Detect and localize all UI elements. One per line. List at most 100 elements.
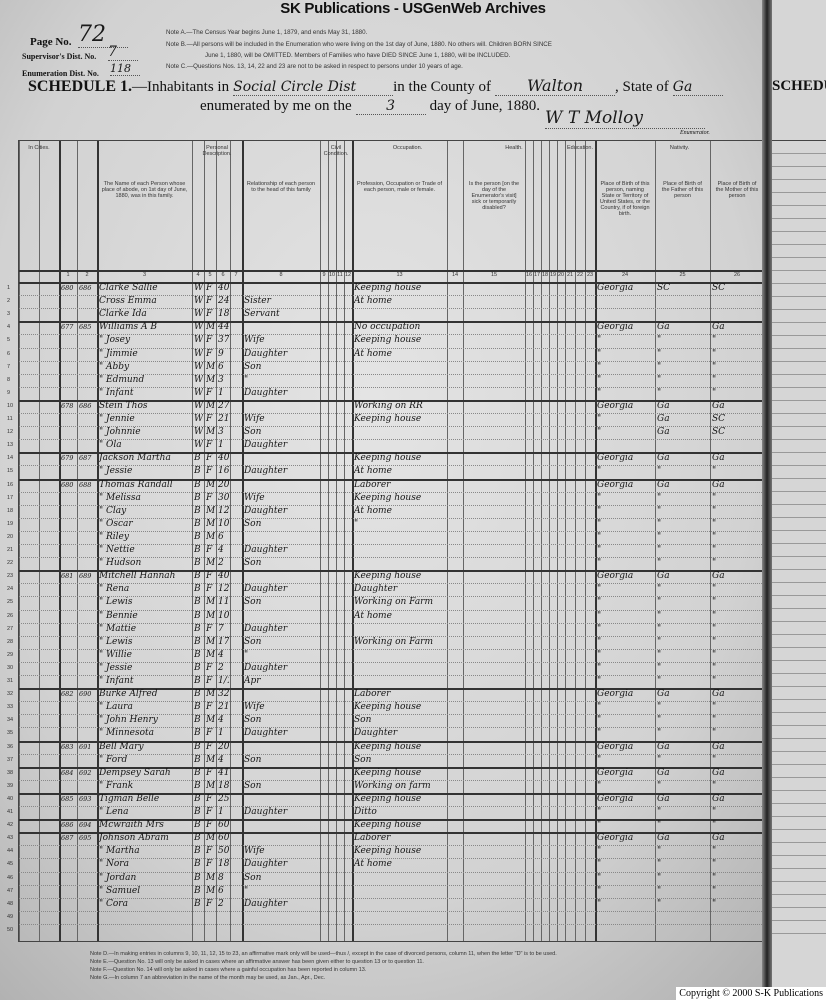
cell-sex: M — [206, 505, 215, 516]
line-number: 35 — [7, 730, 14, 737]
cell-age: 18 — [218, 859, 229, 870]
enumerated-line: enumerated by me on the 3 day of June, 1… — [200, 97, 540, 115]
cell-father-birth: " — [657, 597, 662, 608]
cell-birthplace: " — [597, 374, 602, 385]
cell-name: " Melissa — [99, 492, 141, 503]
cell-relationship: Daughter — [244, 584, 288, 595]
cell-sex: M — [206, 780, 215, 791]
cell-occupation: Keeping house — [354, 793, 422, 804]
column-number: 16 — [525, 272, 533, 278]
cell-age: 32 — [218, 689, 229, 700]
cell-sex: F — [206, 571, 213, 582]
day-text: day of June, 1880. — [429, 98, 541, 114]
note-a: Note A.—The Census Year begins June 1, 1… — [166, 29, 368, 36]
cell-color: W — [194, 335, 203, 346]
cell-mother-birth: " — [712, 728, 717, 739]
row-divider — [19, 530, 764, 532]
cell-color: B — [194, 597, 201, 608]
line-number: 45 — [7, 861, 14, 868]
cell-color: B — [194, 885, 201, 896]
cell-color: B — [194, 846, 201, 857]
page-no: 72 — [78, 22, 128, 48]
cell-birthplace: " — [597, 361, 602, 372]
column-divider — [336, 141, 337, 941]
row-divider — [19, 583, 764, 585]
cell-sex: M — [206, 361, 215, 372]
column-divider — [710, 141, 711, 941]
column-divider — [655, 141, 656, 941]
cell-color: W — [194, 400, 203, 411]
footnote-d: Note D.—In making entries in columns 9, … — [90, 951, 557, 957]
copyright-notice: Copyright © 2000 S-K Publications — [676, 987, 826, 1000]
column-divider — [320, 141, 321, 941]
cell-mother-birth: " — [712, 885, 717, 896]
cell-father-birth: " — [657, 361, 662, 372]
cell-sex: F — [206, 387, 213, 398]
line-number: 12 — [7, 429, 14, 436]
cell-age: 12 — [218, 505, 229, 516]
cell-birthplace: Georgia — [597, 793, 634, 804]
cell-color: B — [194, 492, 201, 503]
cell-sex: M — [206, 885, 215, 896]
cell-name: " Samuel — [99, 885, 141, 896]
cell-color: W — [194, 309, 203, 320]
cell-father-birth: " — [657, 348, 662, 359]
cell-family: 687 — [79, 454, 92, 463]
column-divider — [77, 141, 78, 941]
enumeration-no: 118 — [110, 62, 140, 76]
cell-mother-birth: " — [712, 361, 717, 372]
column-divider — [59, 141, 61, 941]
cell-birthplace: " — [597, 414, 602, 424]
cell-father-birth: " — [657, 872, 662, 883]
line-number: 24 — [7, 586, 14, 593]
cell-sex: F — [206, 728, 213, 739]
cell-birthplace: " — [597, 558, 602, 569]
cell-color: W — [194, 296, 203, 307]
row-divider — [19, 845, 764, 847]
cell-name: " Minnesota — [99, 728, 155, 739]
cell-name: " Jessie — [99, 466, 133, 477]
row-divider — [19, 766, 764, 769]
cell-sex: M — [206, 689, 215, 700]
cell-occupation: Keeping house — [354, 571, 422, 582]
cell-name: " Clay — [99, 505, 127, 516]
cell-age: 4 — [218, 545, 224, 555]
cell-mother-birth: " — [712, 859, 717, 870]
census-table: In Cities. Personal Description. Civil Con… — [7, 140, 765, 942]
cell-sex: M — [206, 558, 215, 569]
column-header-health: Is the person [on the day of the Enumera… — [468, 181, 520, 211]
cell-birthplace: " — [597, 387, 602, 398]
cell-occupation: Laborer — [354, 689, 391, 700]
column-number: 19 — [549, 272, 557, 278]
column-number: 6 — [221, 272, 225, 278]
cell-age: 20 — [218, 479, 229, 490]
cell-name: " Johnnie — [99, 427, 141, 438]
cell-father-birth: " — [657, 518, 662, 529]
cell-birthplace: " — [597, 597, 602, 608]
cell-color: W — [194, 427, 203, 438]
column-number: 23 — [586, 272, 594, 278]
column-number: 25 — [679, 272, 686, 278]
cell-family: 686 — [79, 401, 92, 410]
cell-color: B — [194, 689, 201, 700]
cell-father-birth: Ga — [657, 833, 670, 844]
cell-name: Burke Alfred — [99, 689, 158, 700]
cell-relationship: Daughter — [244, 662, 288, 673]
row-divider — [19, 491, 764, 493]
enumeration-label: Enumeration Dist. No. — [22, 69, 99, 78]
cell-mother-birth: Ga — [712, 453, 725, 464]
cell-birthplace: " — [597, 505, 602, 516]
cell-age: 1/12 — [218, 676, 229, 686]
cell-sex: M — [206, 833, 215, 844]
cell-father-birth: " — [657, 820, 662, 831]
cell-sex: M — [206, 322, 215, 333]
cell-mother-birth: " — [712, 518, 717, 529]
cell-relationship: Daughter — [244, 440, 288, 451]
column-number: 17 — [533, 272, 541, 278]
column-divider — [352, 141, 354, 941]
cell-age: 1 — [218, 387, 224, 398]
column-number: 9 — [322, 272, 326, 278]
cell-occupation: At home — [354, 859, 392, 870]
line-number: 29 — [7, 651, 14, 658]
cell-name: " Mattie — [99, 623, 137, 634]
